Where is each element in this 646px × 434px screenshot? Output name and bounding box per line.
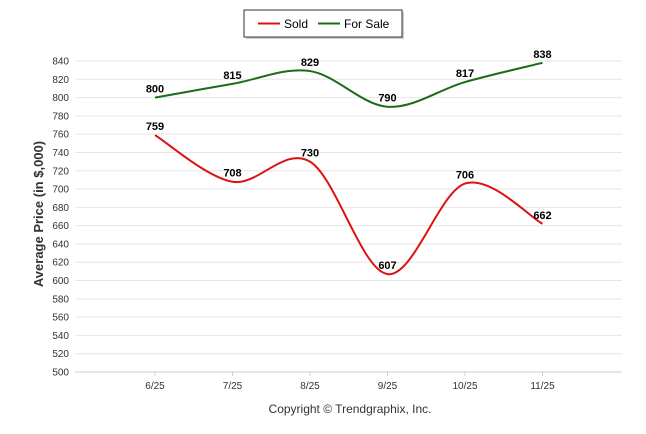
y-tick-label: 600 (52, 276, 69, 287)
legend: Sold For Sale (243, 9, 404, 39)
series-lines (154, 61, 544, 276)
y-tick-label: 680 (52, 203, 69, 214)
x-tick-label: 9/25 (378, 381, 398, 392)
y-tick-label: 580 (52, 294, 69, 305)
legend-label-for-sale: For Sale (344, 17, 390, 31)
data-label-for-sale: 838 (533, 49, 551, 61)
y-axis-ticks: 500 520 540 560 580 600 620 640 660 680 700 720 740 7… (52, 57, 69, 379)
y-tick-label: 700 (52, 185, 69, 196)
y-tick-label: 780 (52, 111, 69, 122)
series-line-sold (154, 134, 544, 276)
data-label-sold: 607 (378, 260, 396, 272)
grid-lines (75, 60, 622, 355)
series-line-for-sale (154, 61, 543, 108)
data-label-sold: 706 (456, 170, 474, 182)
y-tick-label: 520 (52, 349, 69, 360)
y-tick-label: 640 (52, 239, 69, 250)
y-tick-label: 560 (52, 313, 69, 324)
data-label-sold: 708 (223, 168, 241, 180)
y-tick-label: 660 (52, 221, 69, 232)
copyright-text: Copyright © Trendgraphix, Inc. (269, 402, 432, 416)
data-label-sold: 759 (146, 121, 164, 133)
x-tick-label: 8/25 (300, 381, 320, 392)
data-label-for-sale: 790 (378, 93, 396, 105)
y-tick-label: 840 (52, 57, 69, 68)
data-label-for-sale: 815 (223, 70, 241, 82)
y-axis-label: Average Price (in $,000) (31, 141, 46, 287)
data-label-for-sale: 829 (301, 57, 319, 69)
x-tick-label: 7/25 (223, 381, 243, 392)
y-tick-label: 540 (52, 331, 69, 342)
y-tick-label: 720 (52, 166, 69, 177)
y-tick-label: 500 (52, 368, 69, 379)
x-tick-label: 11/25 (530, 381, 555, 392)
data-label-for-sale: 800 (146, 84, 164, 96)
y-tick-label: 620 (52, 258, 69, 269)
data-label-sold: 662 (533, 210, 551, 222)
y-tick-label: 740 (52, 148, 69, 159)
y-tick-label: 800 (52, 93, 69, 104)
x-tick-label: 6/25 (145, 381, 165, 392)
x-tick-label: 10/25 (452, 381, 477, 392)
data-labels: 759 708 730 607 706 662 800 815 829 790 817 838 (146, 49, 552, 272)
data-label-sold: 730 (301, 148, 319, 160)
x-axis-ticks: 6/25 7/25 8/25 9/25 10/25 11/25 (145, 372, 555, 392)
data-label-for-sale: 817 (456, 68, 474, 80)
legend-label-sold: Sold (284, 17, 308, 31)
y-tick-label: 760 (52, 130, 69, 141)
y-tick-label: 820 (52, 75, 69, 86)
